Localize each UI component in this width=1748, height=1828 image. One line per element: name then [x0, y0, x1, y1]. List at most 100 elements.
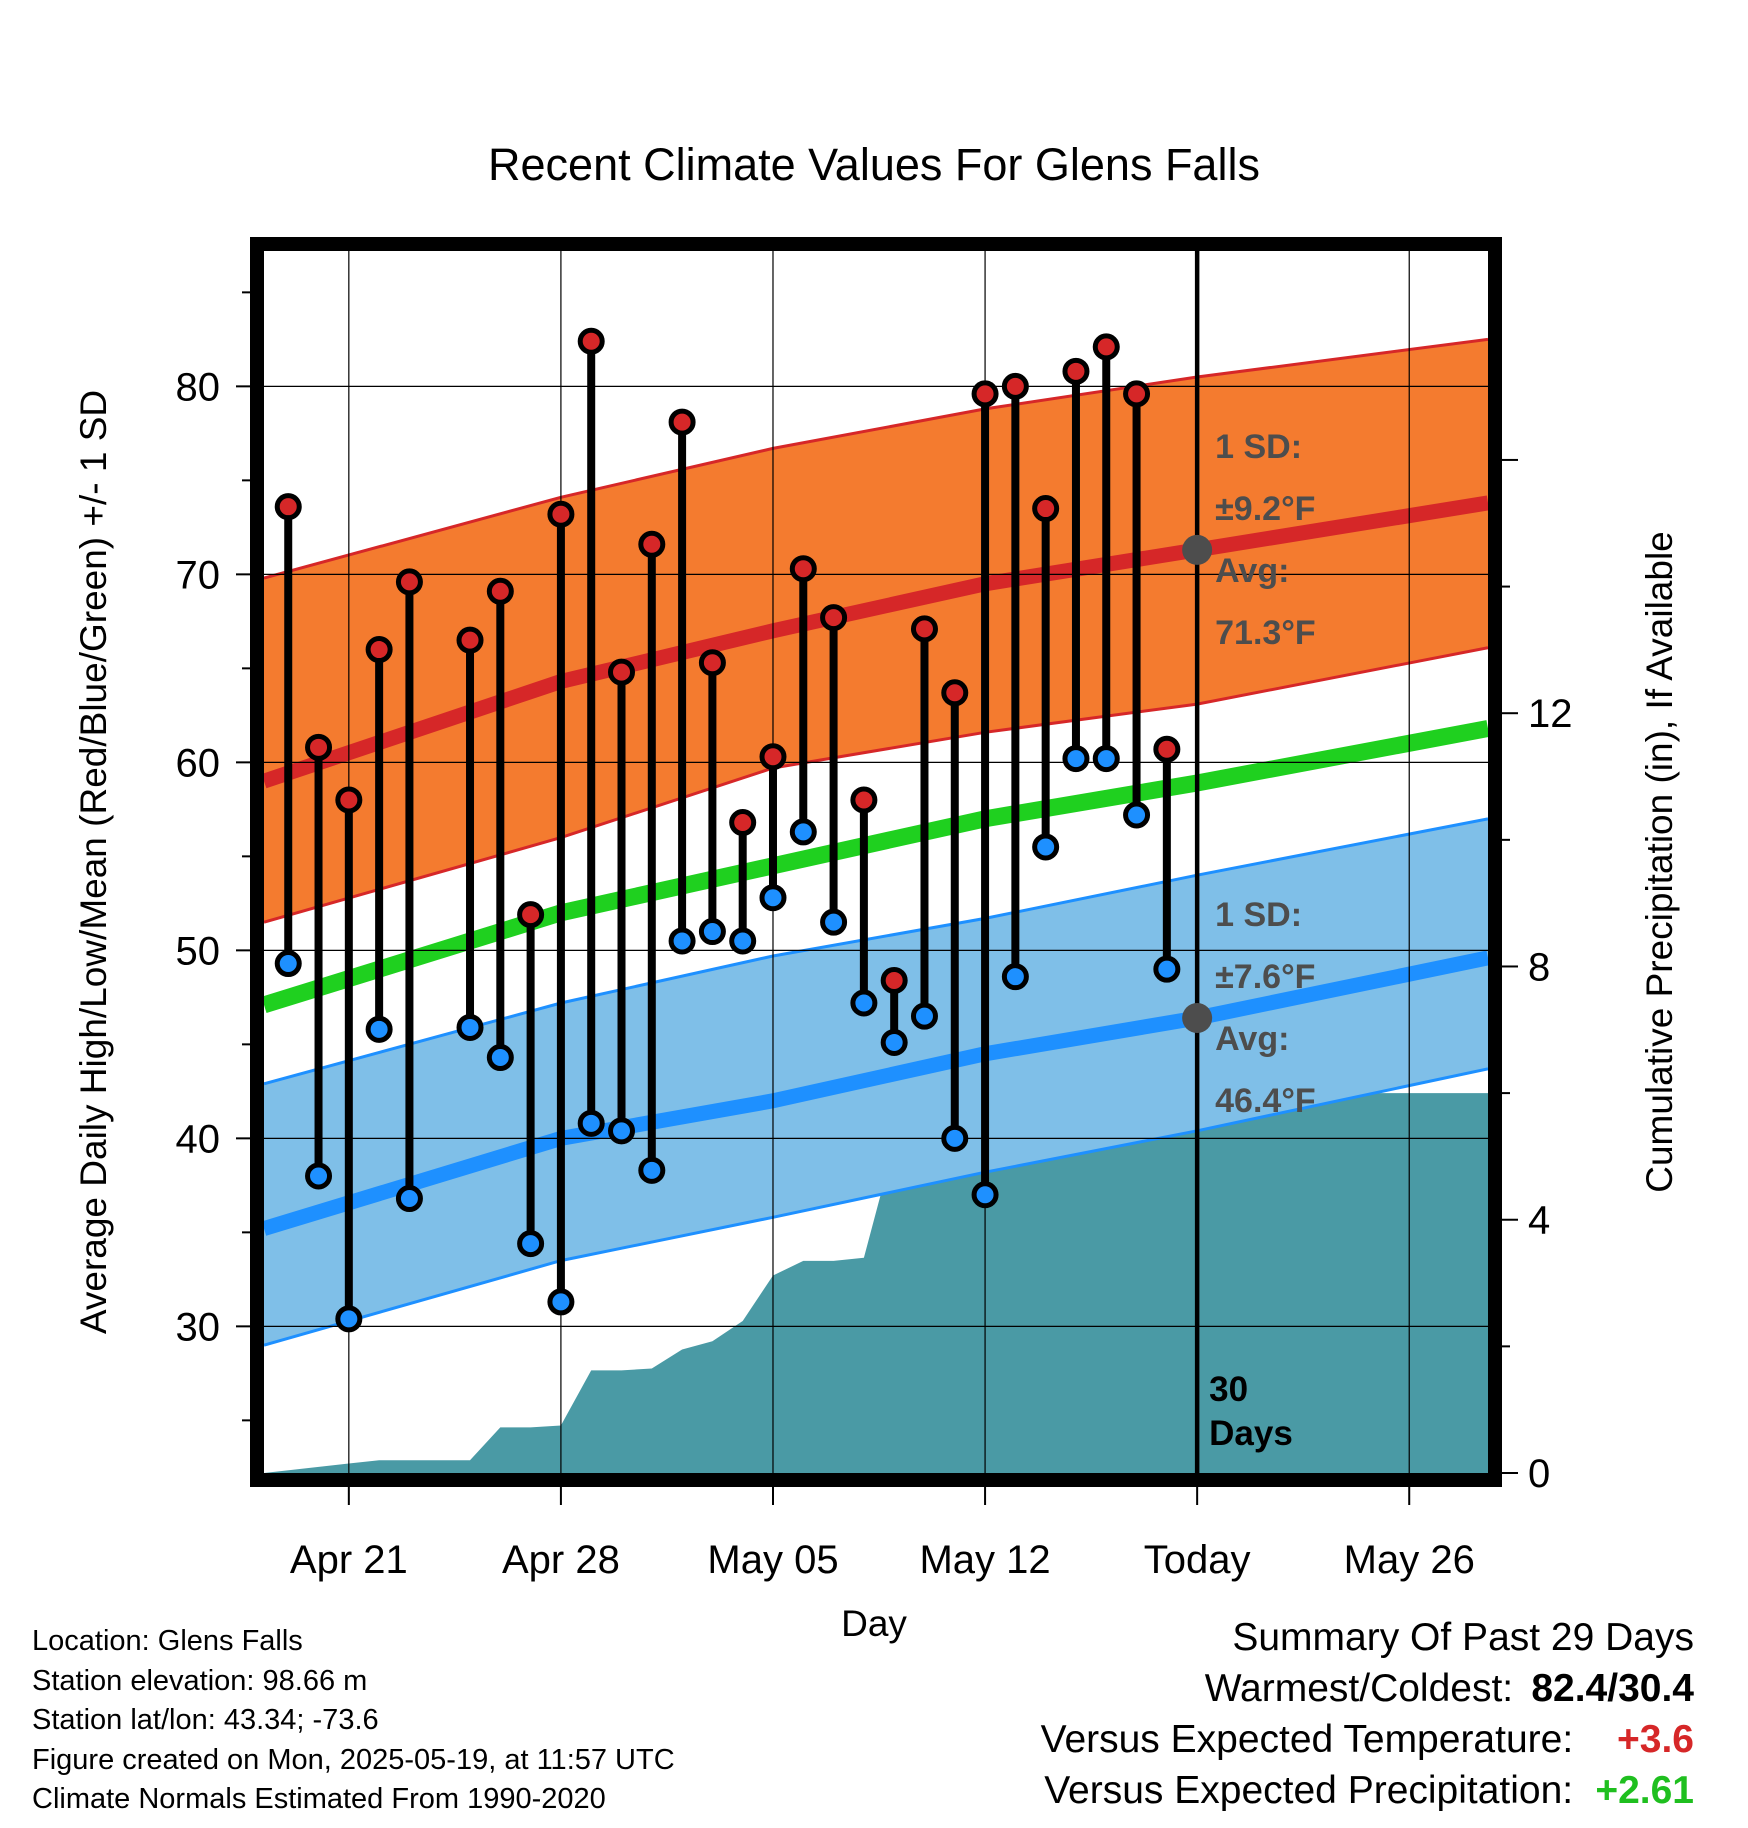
low-sd-label: 1 SD: — [1215, 896, 1302, 934]
daily-high-point — [395, 568, 423, 596]
daily-high-point — [759, 743, 787, 771]
summary-temp: Versus Expected Temperature: +3.6 — [1041, 1714, 1694, 1765]
y-right-tick-label: 4 — [1528, 1199, 1550, 1243]
normal-mean-line — [264, 720, 1488, 1014]
daily-high-point — [820, 604, 848, 632]
daily-low-point — [668, 927, 696, 955]
y-right-tick-label: 12 — [1528, 692, 1573, 736]
daily-low-point — [638, 1156, 666, 1184]
low-sd-upper-edge — [264, 817, 1488, 1086]
daily-low-point — [1123, 801, 1151, 829]
daily-low-point — [305, 1162, 333, 1190]
daily-low-point — [880, 1028, 908, 1056]
daily-low-point — [759, 884, 787, 912]
daily-high-point — [1123, 380, 1151, 408]
precip-value: +2.61 — [1595, 1769, 1694, 1812]
summary-panel: Summary Of Past 29 Days Warmest/Coldest:… — [1041, 1612, 1694, 1816]
daily-low-point — [1032, 833, 1060, 861]
daily-high-point — [668, 408, 696, 436]
station-info: Location: Glens Falls Station elevation:… — [32, 1622, 675, 1820]
daily-high-point — [789, 555, 817, 583]
daily-low-point — [608, 1117, 636, 1145]
elevation-text: Station elevation: 98.66 m — [32, 1664, 368, 1697]
summary-precip: Versus Expected Precipitation: +2.61 — [1041, 1765, 1694, 1816]
daily-high-point — [880, 966, 908, 994]
daily-high-point — [335, 786, 363, 814]
high-sd-band — [264, 339, 1488, 923]
daily-high-point — [971, 380, 999, 408]
high-sd-value: ±9.2°F — [1215, 490, 1315, 528]
daily-low-point — [820, 908, 848, 936]
daily-low-point — [486, 1044, 514, 1072]
y-tick-label: 60 — [176, 741, 221, 785]
daily-high-point — [941, 679, 969, 707]
plot-frame — [250, 237, 1502, 1487]
location-text: Location: Glens Falls — [32, 1625, 303, 1657]
daily-low-point — [1092, 745, 1120, 773]
precip-area — [264, 1093, 1488, 1473]
daily-high-point — [274, 493, 302, 521]
daily-low-point — [335, 1305, 363, 1333]
chart-title: Recent Climate Values For Glens Falls — [488, 139, 1260, 190]
daily-low-point — [577, 1109, 605, 1137]
daily-low-point — [910, 1002, 938, 1030]
daily-low-point — [1062, 745, 1090, 773]
high-avg-marker — [1182, 534, 1213, 565]
daily-low-point — [517, 1230, 545, 1258]
daily-high-point — [577, 327, 605, 355]
high-avg-label: Avg: — [1215, 552, 1289, 590]
daily-high-point — [910, 615, 938, 643]
today-days-label: Days — [1209, 1414, 1293, 1453]
latlon-text: Station lat/lon: 43.34; -73.6 — [32, 1704, 379, 1736]
y-axis-label: Average Daily High/Low/Mean (Red/Blue/Gr… — [73, 390, 114, 1334]
daily-low-point — [729, 927, 757, 955]
daily-high-point — [638, 530, 666, 558]
daily-high-point — [1153, 735, 1181, 763]
daily-low-point — [1153, 955, 1181, 983]
x-tick-label: May 05 — [707, 1538, 838, 1582]
y-right-tick-label: 0 — [1528, 1452, 1550, 1496]
today-days-label: 30 — [1209, 1370, 1248, 1409]
daily-low-point — [1001, 963, 1029, 991]
low-sd-lower-edge — [264, 1067, 1488, 1347]
x-tick-label: Apr 21 — [290, 1538, 408, 1582]
created-text: Figure created on Mon, 2025-05-19, at 11… — [32, 1743, 675, 1776]
daily-low-point — [365, 1015, 393, 1043]
daily-low-point — [395, 1185, 423, 1213]
high-avg-value: 71.3°F — [1215, 614, 1316, 652]
y-tick-label: 80 — [176, 365, 221, 409]
normals-text: Climate Normals Estimated From 1990-2020 — [32, 1783, 606, 1815]
y-tick-label: 50 — [176, 929, 221, 973]
daily-high-point — [486, 577, 514, 605]
x-tick-label: Today — [1144, 1538, 1251, 1582]
daily-high-point — [850, 786, 878, 814]
daily-high-point — [305, 733, 333, 761]
daily-low-point — [941, 1124, 969, 1152]
temp-value: +3.6 — [1617, 1718, 1694, 1761]
y-tick-label: 30 — [176, 1305, 221, 1349]
daily-high-point — [547, 500, 575, 528]
x-tick-label: May 12 — [919, 1538, 1050, 1582]
daily-high-point — [456, 626, 484, 654]
y-tick-label: 40 — [176, 1117, 221, 1161]
low-avg-label: Avg: — [1215, 1020, 1289, 1058]
daily-high-point — [608, 658, 636, 686]
daily-low-point — [850, 989, 878, 1017]
y-right-tick-label: 8 — [1528, 945, 1550, 989]
normal-high-line — [264, 495, 1488, 789]
daily-high-point — [729, 809, 757, 837]
summary-title: Summary Of Past 29 Days — [1232, 1616, 1694, 1659]
daily-high-point — [1062, 357, 1090, 385]
daily-high-point — [698, 649, 726, 677]
low-avg-value: 46.4°F — [1215, 1082, 1316, 1120]
temp-label: Versus Expected Temperature: — [1040, 1718, 1574, 1761]
daily-high-point — [1032, 495, 1060, 523]
daily-high-point — [1092, 333, 1120, 361]
daily-high-point — [365, 636, 393, 664]
high-sd-upper-edge — [264, 337, 1488, 580]
x-tick-label: May 26 — [1344, 1538, 1475, 1582]
x-axis-label: Day — [841, 1603, 907, 1644]
high-sd-label: 1 SD: — [1215, 428, 1302, 466]
low-avg-marker — [1182, 1003, 1213, 1034]
